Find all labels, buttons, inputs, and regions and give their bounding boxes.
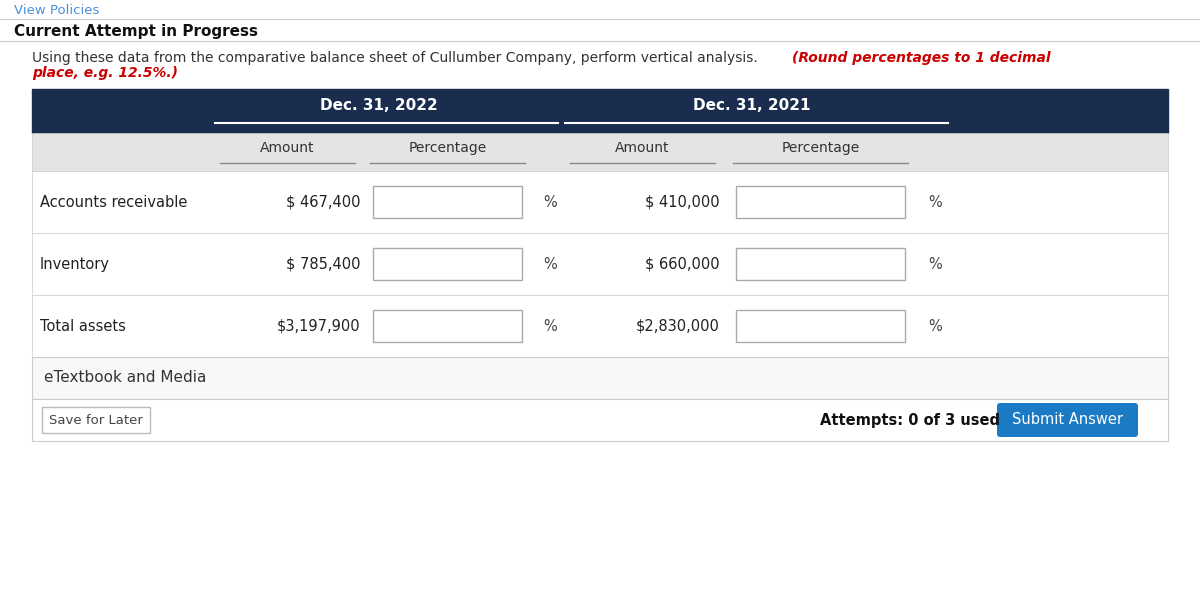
Text: Dec. 31, 2022: Dec. 31, 2022 bbox=[320, 98, 438, 113]
Text: Percentage: Percentage bbox=[408, 141, 487, 155]
Text: Percentage: Percentage bbox=[781, 141, 859, 155]
Bar bbox=[736, 248, 905, 280]
Bar bbox=[32, 89, 1168, 133]
Text: %: % bbox=[542, 256, 557, 272]
Bar bbox=[736, 310, 905, 342]
Bar bbox=[373, 186, 522, 218]
Text: View Policies: View Policies bbox=[14, 4, 100, 17]
Bar bbox=[373, 248, 522, 280]
Bar bbox=[736, 186, 905, 218]
Text: Current Attempt in Progress: Current Attempt in Progress bbox=[14, 23, 258, 39]
Text: $3,197,900: $3,197,900 bbox=[276, 318, 360, 333]
Text: (Round percentages to 1 decimal: (Round percentages to 1 decimal bbox=[792, 51, 1051, 65]
Text: Total assets: Total assets bbox=[40, 318, 126, 333]
Text: $ 410,000: $ 410,000 bbox=[646, 195, 720, 209]
Bar bbox=[42, 407, 150, 433]
Bar bbox=[373, 310, 522, 342]
Text: %: % bbox=[928, 256, 942, 272]
Text: $ 467,400: $ 467,400 bbox=[286, 195, 360, 209]
Bar bbox=[32, 233, 1168, 295]
Bar bbox=[32, 399, 1168, 441]
Text: Attempts: 0 of 3 used: Attempts: 0 of 3 used bbox=[820, 413, 1000, 428]
Text: Amount: Amount bbox=[260, 141, 314, 155]
Text: place, e.g. 12.5%.): place, e.g. 12.5%.) bbox=[32, 66, 178, 80]
Text: eTextbook and Media: eTextbook and Media bbox=[44, 370, 206, 386]
Text: $ 660,000: $ 660,000 bbox=[646, 256, 720, 272]
Text: Save for Later: Save for Later bbox=[49, 413, 143, 426]
Text: Dec. 31, 2021: Dec. 31, 2021 bbox=[692, 98, 810, 113]
Text: $2,830,000: $2,830,000 bbox=[636, 318, 720, 333]
Text: %: % bbox=[928, 318, 942, 333]
Text: Submit Answer: Submit Answer bbox=[1012, 413, 1123, 428]
FancyBboxPatch shape bbox=[997, 403, 1138, 437]
Bar bbox=[32, 295, 1168, 357]
Text: Amount: Amount bbox=[616, 141, 670, 155]
Bar bbox=[32, 357, 1168, 399]
Text: Inventory: Inventory bbox=[40, 256, 110, 272]
Bar bbox=[32, 133, 1168, 171]
Text: %: % bbox=[928, 195, 942, 209]
Text: %: % bbox=[542, 195, 557, 209]
Text: %: % bbox=[542, 318, 557, 333]
Bar bbox=[32, 171, 1168, 233]
Text: Using these data from the comparative balance sheet of Cullumber Company, perfor: Using these data from the comparative ba… bbox=[32, 51, 762, 65]
Text: Accounts receivable: Accounts receivable bbox=[40, 195, 187, 209]
Text: $ 785,400: $ 785,400 bbox=[286, 256, 360, 272]
